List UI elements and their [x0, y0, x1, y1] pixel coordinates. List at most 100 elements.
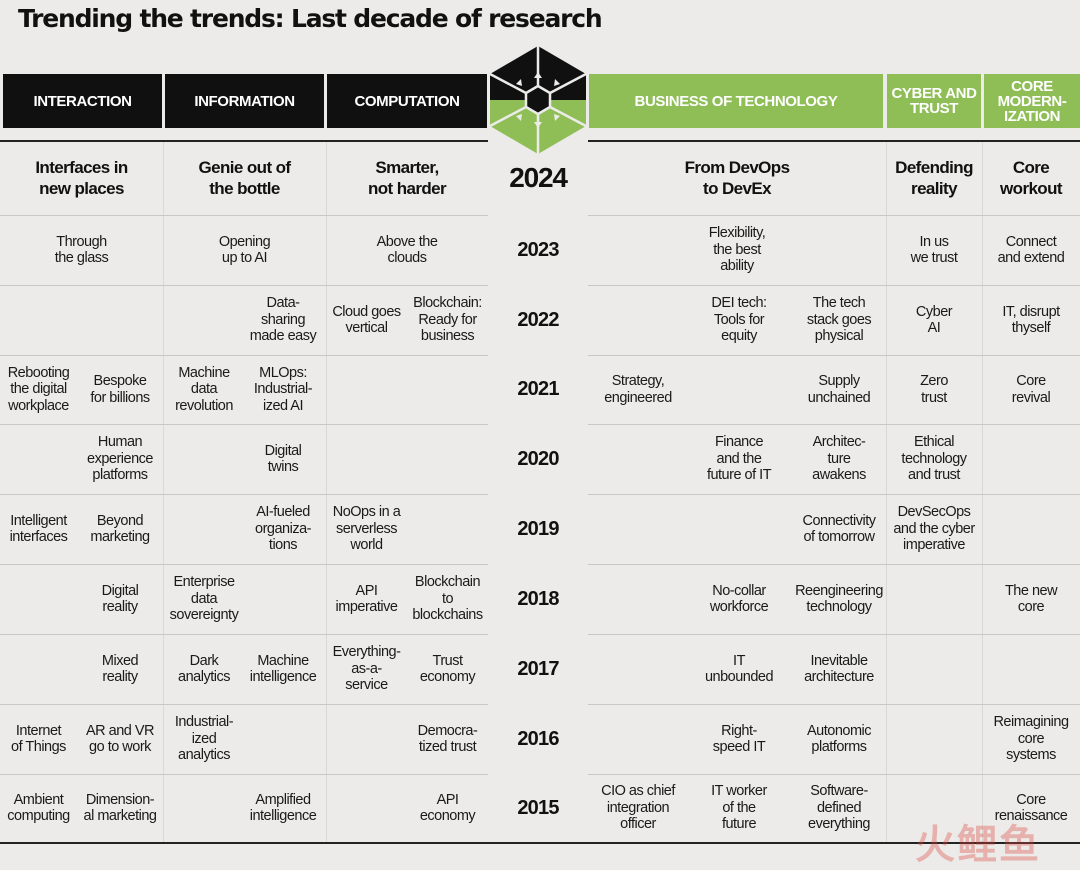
trend-cell-information-a: Enterprise data sovereignty [169, 574, 239, 624]
trend-cell-core: Core workout [1000, 158, 1063, 198]
hexagon-emblem-icon [489, 46, 587, 154]
trend-cell-computation-b: API economy [419, 791, 476, 825]
emblem-center-hexagon [524, 84, 552, 116]
trend-cell-computation: Above the clouds [376, 233, 438, 267]
grid-column-divider [163, 142, 164, 842]
grid-row-divider [588, 704, 1080, 705]
trend-cell-interaction-b: Dimension- al marketing [83, 791, 157, 825]
trend-cell-interaction-b: Mixed reality [101, 652, 139, 686]
year-label: 2022 [517, 308, 559, 331]
grid-row-divider [0, 564, 488, 565]
trend-cell-computation-a: API imperative [335, 582, 398, 616]
trend-cell-business-b: IT worker of the future [711, 783, 767, 833]
trend-cell-business-b: Right- speed IT [712, 722, 766, 756]
page-title: Trending the trends: Last decade of rese… [18, 4, 603, 33]
grid-row-divider [0, 424, 488, 425]
emblem-arrow-icons [516, 72, 560, 128]
year-label: 2021 [517, 378, 559, 400]
year-label: 2024 [509, 162, 568, 193]
trend-cell-interaction-a: Intelligent interfaces [9, 512, 68, 546]
trend-cell-business: Flexibility, the best ability [708, 225, 766, 275]
trend-cell-interaction-a: Rebooting the digital workplace [7, 364, 70, 414]
trend-cell-business-c: Inevitable architecture [804, 652, 874, 686]
trend-cell-computation: Smarter, not harder [367, 158, 447, 198]
grid-row-divider [588, 140, 1080, 142]
trend-cell-interaction-b: Human experience platforms [87, 434, 153, 484]
year-label: 2023 [517, 238, 559, 261]
header-interaction: INTERACTION [3, 74, 162, 128]
trend-cell-cyber: Defending reality [895, 158, 973, 198]
trend-cell-interaction-a: Ambient computing [7, 791, 70, 825]
trend-cell-information-b: Data- sharing made easy [249, 295, 317, 345]
trend-cell-information-b: Digital twins [264, 442, 302, 476]
trend-cell-business-c: Software- defined everything [808, 783, 870, 833]
trend-cell-information-b: MLOps: Industrial- ized AI [253, 364, 313, 414]
header-business-of-technology: BUSINESS OF TECHNOLOGY [589, 74, 883, 128]
trend-cell-information: Opening up to AI [218, 233, 271, 267]
trend-cell-core: Connect and extend [997, 233, 1065, 267]
grid-row-divider [588, 355, 1080, 356]
trend-cell-business-b: Finance and the future of IT [706, 434, 772, 484]
trend-cell-business-c: Reengineering technology [795, 582, 883, 616]
year-label: 2018 [517, 587, 559, 610]
grid-row-divider [588, 424, 1080, 425]
trend-cell-interaction: Through the glass [54, 233, 109, 267]
grid-row-divider [0, 774, 488, 775]
header-cyber-and-trust: CYBER AND TRUST [887, 74, 981, 128]
header-computation: COMPUTATION [327, 74, 487, 128]
grid-row-divider [588, 494, 1080, 495]
trend-cell-business-a: Strategy, engineered [604, 373, 672, 406]
trend-cell-computation-b: Blockchain: Ready for business [413, 295, 482, 345]
grid-row-divider [588, 564, 1080, 565]
grid-row-divider [0, 704, 488, 705]
year-label: 2016 [517, 727, 559, 750]
grid-column-divider [886, 142, 887, 842]
trend-cell-computation-b: Trust economy [419, 652, 476, 686]
trend-cell-business-b: DEI tech: Tools for equity [711, 295, 767, 345]
grid-row-divider [0, 215, 488, 216]
grid-row-divider [588, 285, 1080, 286]
header-core-modern-ization: CORE MODERN- IZATION [984, 74, 1080, 128]
trend-cell-computation-a: Cloud goes vertical [332, 303, 401, 337]
trend-cell-business-a: CIO as chief integration officer [601, 783, 675, 833]
year-label: 2017 [517, 657, 559, 680]
trend-cell-information-a: Dark analytics [178, 652, 230, 686]
trend-cell-computation-b: Democra- tized trust [417, 722, 478, 756]
emblem-divider-lines [489, 46, 587, 154]
trend-cell-computation-b: Blockchain to blockchains [412, 574, 483, 624]
trend-cell-cyber: Cyber AI [915, 303, 953, 337]
trend-cell-computation-a: Everything- as-a- service [332, 644, 401, 694]
trend-cell-interaction-b: Beyond marketing [90, 512, 150, 546]
trend-cell-core: Core renaissance [994, 791, 1068, 825]
year-label: 2020 [517, 447, 559, 470]
trend-cell-interaction: Interfaces in new places [35, 158, 128, 198]
grid-row-divider [0, 494, 488, 495]
trend-cell-information: Genie out of the bottle [198, 158, 292, 198]
trend-cell-business-b: No-collar workforce [709, 582, 769, 616]
trend-cell-business-c: Architec- ture awakens [812, 434, 866, 484]
trend-cell-information-a: Machine data revolution [175, 364, 233, 414]
watermark-text: 火鲤鱼 [915, 823, 1041, 867]
trend-cell-interaction-b: AR and VR go to work [85, 722, 155, 756]
trend-cell-business-b: IT unbounded [704, 652, 774, 686]
year-label: 2015 [517, 796, 559, 819]
grid-row-divider [588, 634, 1080, 635]
trend-cell-cyber: DevSecOps and the cyber imperative [893, 504, 975, 554]
grid-column-divider [326, 142, 327, 842]
trend-cell-cyber: Ethical technology and trust [901, 434, 967, 484]
trend-cell-core: The new core [1004, 582, 1058, 616]
trend-cell-cyber: In us we trust [910, 233, 958, 267]
grid-row-divider [0, 634, 488, 635]
trend-cell-interaction-b: Digital reality [101, 582, 139, 616]
header-information: INFORMATION [165, 74, 324, 128]
trend-cell-interaction-b: Bespoke for billions [90, 373, 150, 406]
grid-row-divider [0, 140, 488, 142]
trend-cell-business-c: Connectivity of tomorrow [802, 512, 876, 546]
trend-cell-information-b: Amplified intelligence [249, 791, 317, 825]
grid-column-divider [982, 142, 983, 842]
trend-cell-core: Reimagining core systems [993, 714, 1069, 764]
grid-row-divider [0, 285, 488, 286]
grid-row-divider [0, 842, 1080, 844]
grid-row-divider [588, 774, 1080, 775]
trend-cell-computation-a: NoOps in a serverless world [332, 504, 401, 554]
